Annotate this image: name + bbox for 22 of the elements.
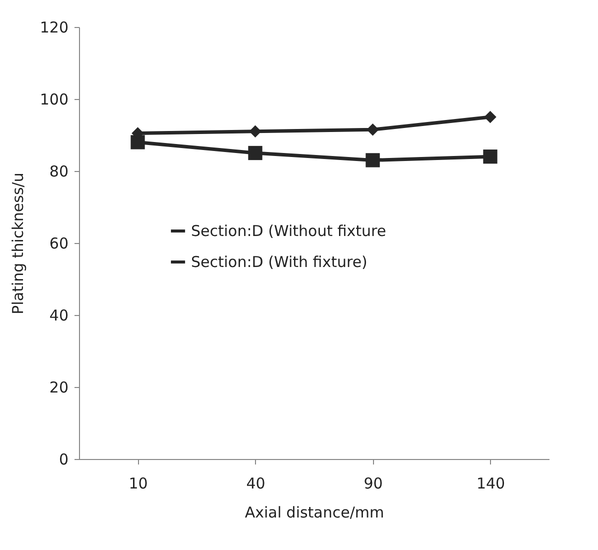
- y-tick-label: 0: [58, 450, 68, 468]
- y-tick-label: 100: [40, 90, 68, 108]
- x-axis-title: Axial distance/mm: [244, 504, 384, 522]
- y-axis-title: Plating thickness/u: [8, 172, 27, 314]
- point: [249, 125, 262, 138]
- x-tick-label: 90: [364, 474, 383, 492]
- point: [366, 123, 379, 136]
- y-tick-label: 60: [49, 234, 68, 252]
- point: [130, 135, 145, 150]
- y-tick-label: 80: [49, 162, 68, 180]
- x-tick-label: 10: [128, 474, 148, 492]
- x-tick-label: 40: [246, 474, 266, 492]
- point: [483, 150, 498, 164]
- y-tick-label: 20: [49, 378, 68, 396]
- point: [484, 110, 496, 124]
- point: [366, 153, 380, 168]
- y-tick-label: 120: [40, 18, 68, 36]
- y-tick-label: 40: [49, 306, 68, 324]
- legend-label: Section:D (Without fixture: [191, 222, 386, 240]
- point: [248, 146, 262, 160]
- legend-label: Section:D (With fixture): [191, 253, 368, 271]
- x-tick-label: 140: [476, 474, 506, 492]
